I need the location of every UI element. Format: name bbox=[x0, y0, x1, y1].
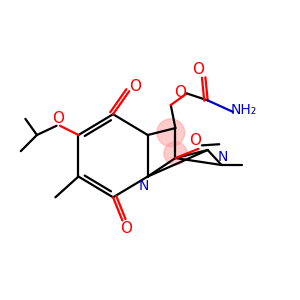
Circle shape bbox=[164, 142, 187, 165]
Text: O: O bbox=[52, 111, 64, 126]
Text: O: O bbox=[120, 221, 132, 236]
Text: NH₂: NH₂ bbox=[230, 103, 256, 117]
Text: N: N bbox=[139, 179, 149, 193]
Text: O: O bbox=[189, 133, 201, 148]
Text: N: N bbox=[218, 150, 228, 164]
Text: O: O bbox=[193, 62, 205, 77]
Text: O: O bbox=[174, 85, 186, 100]
Text: O: O bbox=[129, 79, 141, 94]
Circle shape bbox=[157, 119, 184, 146]
